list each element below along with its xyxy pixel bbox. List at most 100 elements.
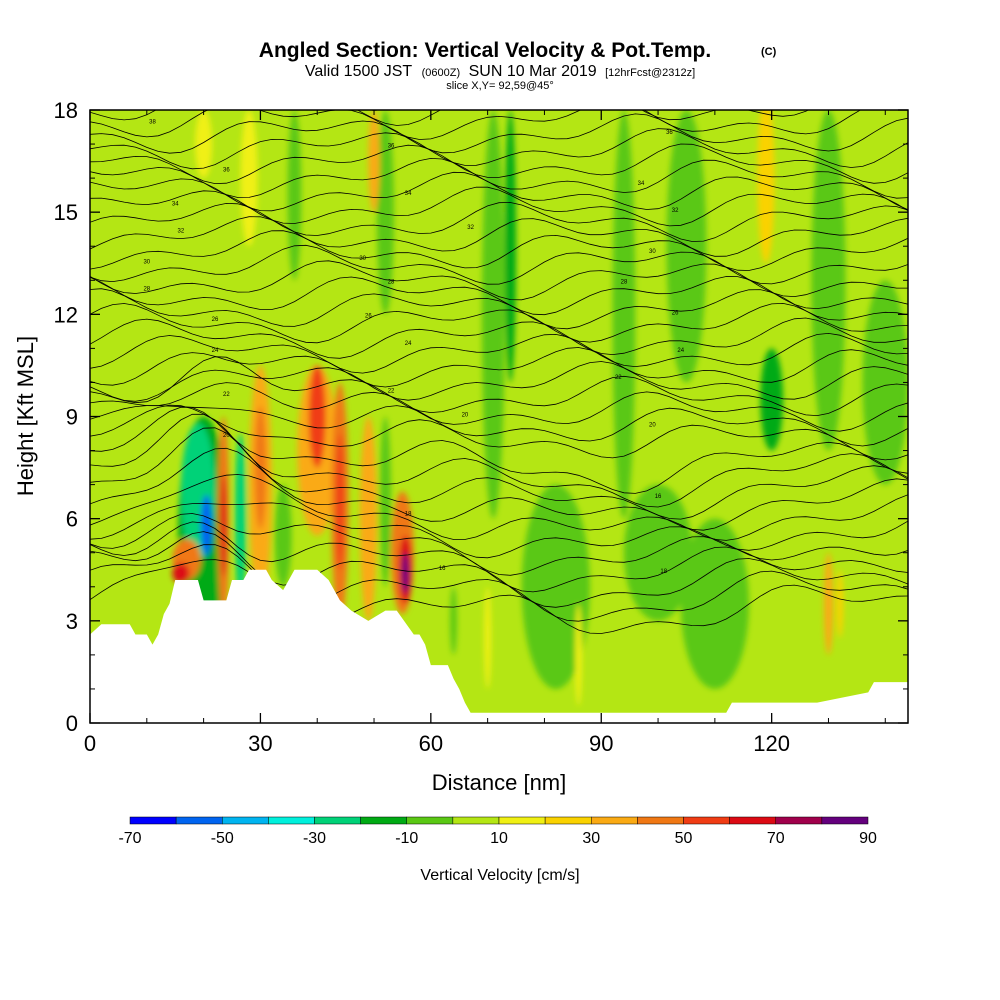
velocity-region xyxy=(401,552,409,594)
x-tick-label: 120 xyxy=(753,731,790,756)
theta-contour xyxy=(90,406,908,494)
theta-contour xyxy=(90,502,908,559)
velocity-region xyxy=(757,110,775,264)
theta-contour xyxy=(90,356,908,417)
colorbar-swatch xyxy=(360,816,407,825)
colorbar-label: Vertical Velocity [cm/s] xyxy=(420,867,579,884)
colorbar-swatch xyxy=(591,816,638,825)
theta-contour-label: 32 xyxy=(178,229,185,235)
velocity-region xyxy=(823,552,834,655)
theta-contour-labels: 16 18 18 16 20 20 20 22 22 22 24 24 24 26 26 26 28 28 28 30… xyxy=(143,120,684,576)
colorbar-swatch xyxy=(268,816,315,825)
colorbar-swatch xyxy=(222,816,269,825)
velocity-region xyxy=(450,586,457,655)
y-tick-label: 15 xyxy=(54,200,78,225)
theta-contour-label: 28 xyxy=(388,280,395,286)
velocity-region xyxy=(862,280,908,485)
theta-contour xyxy=(90,427,908,520)
y-tick-label: 3 xyxy=(66,609,78,634)
colorbar-swatch xyxy=(775,816,823,825)
velocity-region xyxy=(680,518,749,689)
terrain xyxy=(90,569,908,723)
theta-contour xyxy=(90,382,908,432)
theta-contour-label: 28 xyxy=(143,286,150,292)
velocity-region xyxy=(368,110,380,213)
theta-contour-label: 16 xyxy=(439,566,446,572)
x-axis: 0 30 60 90 120 xyxy=(84,110,886,756)
theta-contour-label: 18 xyxy=(405,511,412,517)
theta-contour xyxy=(90,276,908,316)
theta-contour xyxy=(90,260,908,301)
theta-contour xyxy=(90,332,908,374)
velocity-region xyxy=(836,569,844,638)
theta-contour-label: 34 xyxy=(172,201,179,207)
colorbar-tick-label: 70 xyxy=(767,830,785,847)
theta-contour xyxy=(90,513,908,576)
theta-contour-label: 22 xyxy=(223,392,230,398)
theta-contour xyxy=(90,361,908,402)
colorbar-swatch xyxy=(729,816,776,825)
theta-contour-label: 16 xyxy=(655,494,662,500)
colorbar-swatch xyxy=(683,816,730,825)
colorbar-tick-label: 30 xyxy=(582,830,600,847)
theta-contour xyxy=(90,544,908,622)
colorbar-swatch xyxy=(314,816,361,825)
theta-contour xyxy=(90,559,908,634)
colorbar-tick-label: 10 xyxy=(490,830,508,847)
theta-contour-label: 20 xyxy=(223,433,230,439)
y-tick-label: 0 xyxy=(66,711,78,736)
colorbar-tick-label: -10 xyxy=(395,830,418,847)
x-tick-label: 30 xyxy=(248,731,272,756)
y-tick-label: 6 xyxy=(66,507,78,532)
velocity-region xyxy=(359,416,377,621)
theta-contour-label: 34 xyxy=(638,181,645,187)
velocity-region xyxy=(811,110,846,451)
colorbar-swatch xyxy=(637,816,684,825)
colorbar-swatch xyxy=(129,816,177,825)
theta-contour-label: 28 xyxy=(621,280,628,286)
theta-contour-label: 36 xyxy=(223,167,230,173)
theta-contour-label: 26 xyxy=(212,317,219,323)
theta-contour xyxy=(90,413,908,508)
colorbar-swatch xyxy=(544,816,592,825)
subtitle-forecast: [12hrFcst@2312z] xyxy=(605,67,695,79)
slice-label: slice X,Y= 92,59@45° xyxy=(446,80,554,92)
theta-contour xyxy=(90,128,908,170)
colorbar-swatch xyxy=(406,816,454,825)
theta-contour-label: 30 xyxy=(649,249,656,255)
velocity-region xyxy=(240,110,258,247)
theta-contour-label: 22 xyxy=(388,389,395,395)
theta-contour-label: 26 xyxy=(365,314,372,320)
velocity-region xyxy=(481,110,505,519)
velocity-region xyxy=(376,110,394,315)
theta-contour-label: 32 xyxy=(672,208,679,214)
colorbar-swatch xyxy=(452,816,500,825)
y-tick-label: 12 xyxy=(54,302,78,327)
velocity-region xyxy=(484,586,492,689)
velocity-region xyxy=(172,562,190,584)
theta-contour-label: 36 xyxy=(388,143,395,149)
theta-contour-label: 22 xyxy=(615,375,622,381)
x-tick-label: 60 xyxy=(419,731,443,756)
theta-contour xyxy=(90,347,908,388)
x-tick-label: 90 xyxy=(589,731,613,756)
velocity-region xyxy=(220,474,227,577)
theta-contour xyxy=(90,171,908,212)
theta-contour xyxy=(90,302,908,344)
theta-contour xyxy=(90,143,908,185)
theta-contour xyxy=(90,230,908,271)
chart-title-unit: (C) xyxy=(761,46,777,58)
theta-contour xyxy=(90,317,908,359)
velocity-region xyxy=(575,603,582,706)
velocity-region xyxy=(195,110,213,179)
velocity-region xyxy=(274,484,292,587)
colorbar-tick-label: 50 xyxy=(675,830,693,847)
y-tick-label: 9 xyxy=(66,405,78,430)
theta-contours xyxy=(90,110,908,634)
chart-title: Angled Section: Vertical Velocity & Pot.… xyxy=(259,39,711,62)
velocity-field xyxy=(172,110,908,706)
theta-contour xyxy=(90,404,908,461)
velocity-region xyxy=(287,110,302,281)
theta-contour-label: 30 xyxy=(359,256,366,262)
